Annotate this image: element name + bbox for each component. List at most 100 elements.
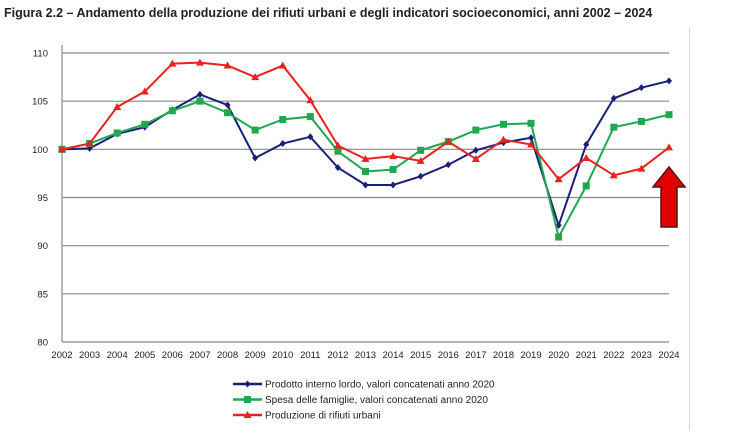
data-point <box>279 115 287 123</box>
data-point <box>610 123 618 131</box>
x-tick-label: 2018 <box>493 350 514 361</box>
legend-label: Spesa delle famiglie, valori concatenati… <box>265 395 488 406</box>
y-tick-label: 85 <box>37 289 48 300</box>
data-point <box>637 117 645 125</box>
data-point <box>113 129 121 137</box>
data-point <box>499 120 507 128</box>
data-point <box>113 102 122 110</box>
data-point <box>665 143 673 151</box>
x-tick-label: 2004 <box>107 350 128 361</box>
data-point <box>444 137 453 145</box>
x-tick-label: 2015 <box>410 350 431 361</box>
x-tick-label: 2002 <box>51 350 72 361</box>
legend-marker <box>244 396 251 403</box>
data-point <box>609 171 618 179</box>
x-tick-label: 2021 <box>576 350 597 361</box>
y-tick-label: 80 <box>37 338 48 349</box>
data-point <box>610 94 617 102</box>
data-point <box>196 97 204 105</box>
data-point <box>196 90 203 98</box>
data-point <box>58 145 66 153</box>
x-tick-label: 2003 <box>79 350 100 361</box>
data-point <box>362 167 369 175</box>
x-tick-label: 2012 <box>327 350 348 361</box>
x-tick-label: 2020 <box>548 350 569 361</box>
series-0 <box>59 77 672 229</box>
data-point <box>527 119 535 127</box>
data-point <box>362 181 369 189</box>
data-point <box>472 126 480 134</box>
x-tick-label: 2013 <box>355 350 376 361</box>
data-point <box>251 73 260 81</box>
data-point <box>168 59 177 67</box>
x-tick-label: 2019 <box>520 350 541 361</box>
x-tick-label: 2024 <box>658 350 679 361</box>
y-tick-label: 100 <box>32 145 48 156</box>
data-point <box>334 147 342 155</box>
y-tick-label: 95 <box>37 193 48 204</box>
legend-marker <box>244 380 251 388</box>
data-point <box>471 154 480 162</box>
data-point <box>527 140 536 148</box>
x-tick-label: 2014 <box>383 350 404 361</box>
data-point <box>334 164 341 172</box>
data-point <box>417 172 424 180</box>
data-point <box>499 135 508 143</box>
data-point <box>445 161 452 169</box>
data-point <box>251 126 259 134</box>
data-point <box>307 133 314 141</box>
data-point <box>637 164 646 172</box>
legend-label: Prodotto interno lordo, valori concatena… <box>265 380 495 391</box>
data-point <box>472 146 479 154</box>
data-point <box>333 141 342 149</box>
data-point <box>195 58 204 66</box>
data-point <box>140 87 149 95</box>
x-tick-label: 2016 <box>438 350 459 361</box>
x-tick-label: 2007 <box>189 350 210 361</box>
x-tick-label: 2017 <box>465 350 486 361</box>
up-arrow-annotation <box>651 165 687 228</box>
x-tick-label: 2011 <box>300 350 320 361</box>
data-point <box>224 101 231 109</box>
chart-frame <box>17 28 690 430</box>
data-point <box>224 109 232 117</box>
data-point <box>582 182 590 190</box>
x-tick-label: 2009 <box>245 350 266 361</box>
y-tick-label: 90 <box>37 241 48 252</box>
data-point <box>390 181 397 189</box>
x-tick-label: 2023 <box>631 350 652 361</box>
data-point <box>85 139 94 147</box>
y-tick-label: 110 <box>33 49 48 60</box>
data-point <box>306 96 315 104</box>
y-tick-label: 105 <box>32 97 48 108</box>
data-point <box>582 154 591 162</box>
data-point <box>168 107 176 115</box>
data-point <box>583 141 590 149</box>
data-point <box>555 233 563 241</box>
series-2 <box>58 58 673 183</box>
data-point <box>389 166 397 174</box>
data-point <box>554 175 563 183</box>
data-point <box>306 113 314 121</box>
data-point <box>665 111 673 119</box>
data-point <box>638 84 645 92</box>
data-point <box>141 120 149 128</box>
data-point <box>666 77 672 85</box>
x-tick-label: 2010 <box>272 350 293 361</box>
data-point <box>417 146 425 154</box>
data-point <box>252 154 259 162</box>
data-point <box>361 154 370 162</box>
data-point <box>389 152 398 160</box>
x-tick-label: 2006 <box>162 350 183 361</box>
x-tick-label: 2008 <box>217 350 238 361</box>
series-line <box>61 79 670 229</box>
x-tick-label: 2022 <box>603 350 624 361</box>
x-tick-label: 2005 <box>134 350 155 361</box>
data-point <box>416 156 425 164</box>
data-point <box>278 61 287 69</box>
series-1 <box>58 97 673 241</box>
data-point <box>528 134 535 142</box>
data-point <box>279 140 286 148</box>
legend-label: Produzione di rifiuti urbani <box>265 411 381 422</box>
